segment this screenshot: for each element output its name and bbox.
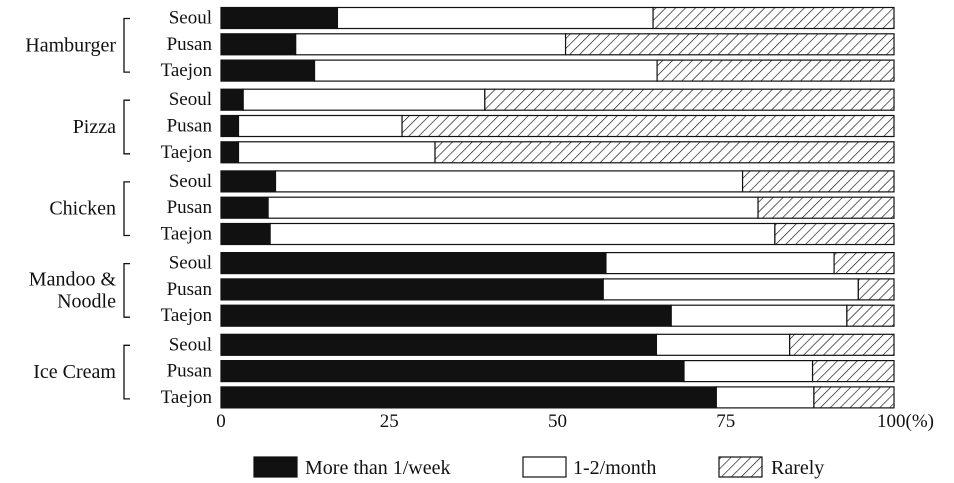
bar-segment-more_than_1_week [220, 333, 658, 356]
legend-swatch-more_than_1_week [253, 456, 298, 478]
bar-segment-more_than_1_week [220, 6, 339, 30]
bar-segment-one_two_month [269, 222, 776, 246]
legend-label: More than 1/week [305, 457, 451, 479]
group-label: Ice Cream [33, 361, 116, 383]
bar-segment-one_two_month [655, 333, 791, 356]
bar-segment-rarely [484, 88, 895, 111]
bar-segment-one_two_month [237, 114, 403, 138]
group-bracket [123, 344, 130, 400]
bar-segment-one_two_month [237, 141, 436, 164]
bar-segment-rarely [789, 333, 895, 356]
city-label: Seoul [169, 171, 212, 192]
city-label: Seoul [169, 253, 212, 274]
city-label: Taejon [161, 142, 213, 163]
bar-segment-rarely [833, 252, 895, 275]
bars-layer [220, 6, 895, 409]
bar-segment-rarely [846, 304, 895, 327]
x-tick-label: 50 [548, 411, 567, 432]
bar-segment-one_two_month [267, 196, 759, 219]
bar-segment-more_than_1_week [220, 59, 316, 82]
bar-segment-rarely [757, 196, 895, 219]
labels-layer: Seoul Pusan Taejon Hamburger Seoul Pusan Taejo… [25, 8, 212, 408]
x-tick-label: 75 [716, 411, 735, 432]
bar-segment-more_than_1_week [220, 33, 297, 56]
bar-segment-rarely [434, 141, 895, 164]
bar-segment-one_two_month [336, 6, 654, 30]
city-label: Taejon [161, 60, 213, 81]
bar-segment-one_two_month [605, 252, 835, 275]
city-label: Pusan [167, 197, 213, 218]
bar-segment-more_than_1_week [220, 114, 240, 138]
bar-segment-more_than_1_week [220, 88, 244, 111]
bar-segment-more_than_1_week [220, 222, 271, 246]
bar-segment-rarely [656, 59, 895, 82]
bar-segment-more_than_1_week [220, 170, 277, 193]
bar-segment-one_two_month [715, 386, 815, 409]
group-label: Hamburger [25, 34, 116, 56]
bar-segment-rarely [401, 114, 895, 138]
city-label: Pusan [167, 279, 213, 300]
bar-segment-one_two_month [670, 304, 848, 327]
bar-segment-rarely [652, 6, 895, 30]
bar-segment-rarely [813, 386, 895, 409]
city-label: Seoul [169, 334, 212, 355]
bar-segment-rarely [741, 170, 895, 193]
bar-segment-rarely [774, 222, 895, 246]
city-label: Taejon [161, 387, 213, 408]
city-label: Pusan [167, 34, 213, 55]
group-label: Noodle [57, 290, 116, 312]
group-bracket [123, 17, 130, 73]
legend-swatch-one_two_month [522, 456, 567, 478]
bar-segment-rarely [564, 33, 895, 56]
group-label: Pizza [73, 116, 116, 138]
city-label: Seoul [169, 89, 212, 110]
legend-label: 1-2/month [573, 457, 656, 479]
bar-segment-one_two_month [313, 59, 658, 82]
city-label: Pusan [167, 361, 213, 382]
city-label: Seoul [169, 8, 212, 29]
city-label: Pusan [167, 116, 213, 137]
bar-segment-rarely [811, 360, 895, 383]
bar-segment-more_than_1_week [220, 304, 672, 327]
group-label: Chicken [49, 198, 116, 220]
group-bracket [123, 99, 130, 155]
x-tick-label: 25 [380, 411, 399, 432]
bar-segment-one_two_month [683, 360, 814, 383]
bar-segment-more_than_1_week [220, 141, 240, 164]
bar-segment-one_two_month [242, 88, 486, 111]
group-bracket [123, 181, 130, 237]
x-tick-label: 0 [216, 411, 226, 432]
x-tick-label: 100(%) [877, 411, 934, 432]
legend-swatch-rarely [718, 456, 763, 478]
bar-segment-more_than_1_week [220, 196, 269, 219]
bar-segment-one_two_month [295, 33, 567, 56]
bar-segment-more_than_1_week [220, 360, 685, 383]
legend-label: Rarely [771, 457, 824, 479]
group-label: Mandoo & [29, 268, 117, 290]
group-bracket [123, 262, 130, 318]
x-axis: 0 25 50 75 100(%) [216, 411, 934, 432]
bar-segment-one_two_month [602, 278, 859, 301]
bar-segment-more_than_1_week [220, 278, 604, 301]
city-label: Taejon [161, 305, 213, 326]
bar-segment-more_than_1_week [220, 252, 607, 275]
legend: More than 1/week 1-2/month Rarely [253, 456, 824, 479]
bar-segment-more_than_1_week [220, 386, 717, 409]
bar-segment-rarely [857, 278, 895, 301]
city-label: Taejon [161, 224, 213, 245]
bar-segment-one_two_month [274, 170, 744, 193]
